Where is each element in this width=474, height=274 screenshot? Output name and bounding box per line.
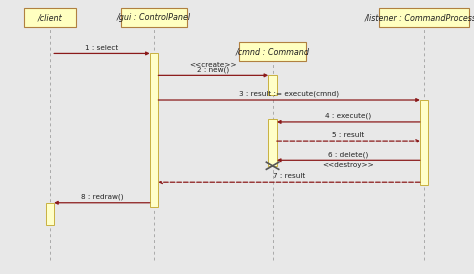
Bar — [268, 119, 277, 166]
Text: /cmnd : Command: /cmnd : Command — [236, 47, 310, 56]
Bar — [24, 8, 76, 27]
Text: /client: /client — [37, 13, 62, 22]
Text: /listener : CommandProcessor: /listener : CommandProcessor — [364, 13, 474, 22]
Text: 2 : new(): 2 : new() — [197, 66, 229, 73]
Bar — [150, 53, 158, 207]
Text: <<create>>: <<create>> — [190, 62, 237, 68]
Text: 5 : result: 5 : result — [332, 132, 365, 138]
Bar — [121, 8, 187, 27]
Text: 6 : delete(): 6 : delete() — [328, 151, 368, 158]
Text: 4 : execute(): 4 : execute() — [325, 113, 372, 119]
Text: /gui : ControlPanel: /gui : ControlPanel — [117, 13, 191, 22]
Bar — [46, 203, 54, 225]
Text: <<destroy>>: <<destroy>> — [322, 162, 374, 168]
Text: 7 : result: 7 : result — [273, 173, 305, 179]
Bar — [268, 75, 277, 95]
Text: 1 : select: 1 : select — [85, 45, 118, 51]
Text: 8 : redraw(): 8 : redraw() — [81, 193, 123, 200]
Text: 3 : result := execute(cmnd): 3 : result := execute(cmnd) — [239, 91, 339, 97]
Bar — [379, 8, 469, 27]
Bar — [420, 100, 428, 185]
Bar — [239, 42, 306, 61]
